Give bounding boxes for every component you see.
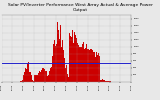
Bar [86,44,87,82]
Bar [37,75,38,82]
Bar [60,25,61,82]
Bar [87,50,88,82]
Bar [81,47,82,82]
Bar [94,52,95,82]
Bar [95,57,96,82]
Bar [62,40,63,82]
Bar [102,80,103,82]
Bar [26,69,27,82]
Bar [63,56,64,82]
Bar [61,47,62,82]
Bar [51,67,52,82]
Bar [35,75,36,82]
Bar [74,32,75,82]
Bar [70,36,71,82]
Bar [52,56,53,82]
Bar [69,34,70,82]
Bar [85,48,86,82]
Bar [64,58,65,82]
Bar [77,43,78,82]
Bar [99,57,100,82]
Bar [76,35,77,82]
Bar [103,80,104,82]
Bar [89,50,90,82]
Bar [30,72,31,82]
Bar [82,44,83,82]
Bar [91,49,92,82]
Bar [25,68,26,82]
Bar [48,75,49,82]
Bar [57,22,58,82]
Bar [55,46,56,82]
Bar [72,30,73,82]
Bar [32,80,33,82]
Bar [53,44,54,82]
Bar [101,80,102,82]
Bar [73,43,74,82]
Bar [36,75,37,82]
Bar [28,62,29,82]
Bar [54,40,55,82]
Bar [44,70,45,82]
Bar [46,71,47,82]
Bar [68,77,69,82]
Bar [78,45,79,82]
Bar [34,76,35,82]
Bar [92,50,93,82]
Bar [71,38,72,82]
Bar [31,75,32,82]
Bar [96,52,97,82]
Bar [109,81,110,82]
Bar [100,80,101,82]
Bar [23,75,24,82]
Bar [105,81,106,82]
Bar [42,68,43,82]
Bar [50,68,51,82]
Bar [40,70,41,82]
Bar [66,65,67,82]
Bar [49,71,50,82]
Bar [56,44,57,82]
Bar [33,81,34,82]
Bar [65,68,66,82]
Text: Solar PV/Inverter Performance West Array Actual & Average Power Output: Solar PV/Inverter Performance West Array… [8,3,152,12]
Bar [45,71,46,82]
Bar [41,70,42,82]
Bar [38,73,39,82]
Bar [83,42,84,82]
Bar [79,47,80,82]
Bar [98,53,99,82]
Bar [39,71,40,82]
Bar [29,72,30,82]
Bar [24,72,25,82]
Bar [108,81,109,82]
Bar [80,47,81,82]
Bar [93,52,94,82]
Bar [67,74,68,82]
Bar [88,49,89,82]
Bar [21,81,22,82]
Bar [22,80,23,82]
Bar [84,49,85,82]
Bar [59,39,60,82]
Bar [43,68,44,82]
Bar [58,30,59,82]
Bar [90,49,91,82]
Bar [107,81,108,82]
Bar [106,81,107,82]
Bar [104,80,105,82]
Bar [27,62,28,82]
Bar [75,35,76,82]
Bar [97,55,98,82]
Bar [47,76,48,82]
